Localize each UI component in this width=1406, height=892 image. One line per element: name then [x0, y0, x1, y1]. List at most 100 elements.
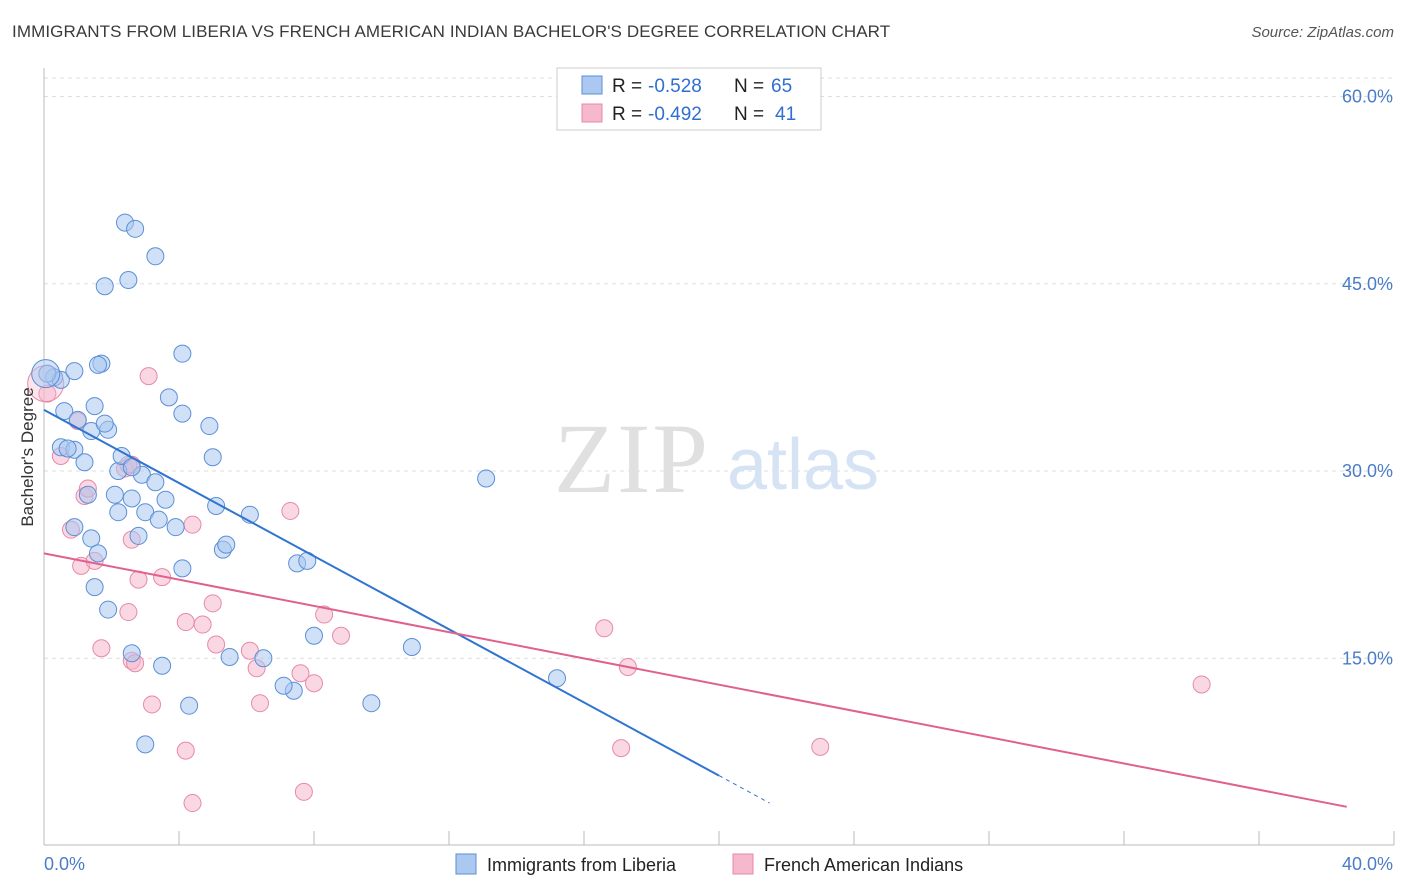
data-point: [1192, 675, 1211, 694]
source-label: Source: ZipAtlas.com: [1251, 24, 1394, 41]
data-point-large: [31, 359, 61, 389]
bottom-legend-label-blue: Immigrants from Liberia: [487, 855, 677, 875]
data-point: [176, 741, 195, 760]
data-point: [203, 594, 222, 613]
series-legend: Immigrants from Liberia French American …: [455, 853, 963, 875]
data-point: [55, 402, 74, 421]
data-point: [203, 448, 222, 467]
data-point: [65, 362, 84, 381]
data-point: [82, 529, 101, 548]
data-point: [146, 473, 165, 492]
bottom-legend-label-pink: French American Indians: [764, 855, 963, 875]
data-point: [595, 619, 614, 638]
data-point: [477, 469, 496, 488]
data-point: [119, 603, 138, 622]
legend-n-label-2: N =: [734, 104, 764, 125]
legend-n-value-2: 41: [775, 104, 796, 125]
chart-title: IMMIGRANTS FROM LIBERIA VS FRENCH AMERIC…: [12, 22, 891, 41]
data-point: [122, 644, 141, 663]
axes: [43, 68, 1395, 846]
data-point: [305, 674, 323, 693]
data-point: [105, 485, 124, 504]
legend-r-value-1: -0.528: [648, 76, 702, 97]
bottom-legend-swatch-blue: [455, 853, 477, 875]
data-point: [156, 490, 175, 509]
data-point: [139, 367, 158, 386]
data-point: [65, 518, 84, 537]
data-point: [183, 794, 202, 813]
data-point: [305, 626, 323, 645]
series-immigrants-from-liberia: [31, 213, 566, 754]
data-point: [180, 696, 199, 715]
data-point: [75, 453, 94, 472]
data-point: [332, 626, 350, 645]
data-point: [143, 695, 161, 714]
legend-r-value-2: -0.492: [648, 104, 702, 125]
data-point: [281, 501, 300, 520]
data-point: [109, 503, 128, 522]
y-tick-label: 45.0%: [1342, 274, 1393, 294]
legend-n-label-1: N =: [734, 76, 764, 97]
data-point: [362, 694, 381, 713]
trend-line-liberia: [43, 408, 720, 777]
data-point: [85, 397, 104, 416]
data-point: [136, 503, 155, 522]
data-point: [122, 458, 141, 477]
trend-lines: [43, 408, 1347, 808]
tick-labels: 15.0% 30.0% 45.0% 60.0% 0.0% 40.0%: [44, 87, 1393, 875]
data-point: [92, 639, 111, 658]
watermark-zip: ZIP: [554, 403, 710, 514]
data-point: [119, 271, 138, 290]
data-point: [402, 638, 421, 657]
x-tick-label: 0.0%: [44, 854, 85, 874]
data-point: [291, 664, 310, 683]
grid-lines: [44, 77, 1394, 659]
legend-r-label-2: R =: [612, 104, 642, 125]
legend-n-value-1: 65: [771, 76, 792, 97]
y-tick-label: 15.0%: [1342, 648, 1393, 668]
watermark: ZIP atlas: [554, 403, 879, 514]
data-point: [207, 635, 226, 654]
data-point: [294, 782, 313, 801]
data-point: [153, 656, 172, 675]
legend-swatch-pink: [581, 103, 603, 123]
data-point: [122, 489, 141, 508]
legend-r-label-1: R =: [612, 76, 642, 97]
data-point: [612, 739, 631, 758]
y-axis-label: Bachelor's Degree: [18, 387, 37, 526]
bottom-legend-swatch-pink: [732, 853, 754, 875]
correlation-legend: R = -0.528 N = 65 R = -0.492 N = 41: [556, 67, 822, 131]
data-point: [176, 613, 195, 632]
data-point: [315, 605, 334, 624]
trend-line-french-american-indians: [43, 552, 1347, 808]
data-point: [254, 649, 273, 668]
data-point: [217, 535, 236, 554]
data-point: [85, 578, 104, 597]
data-point: [99, 600, 118, 619]
data-point: [129, 526, 148, 545]
data-point: [95, 414, 114, 433]
data-point: [274, 676, 293, 695]
watermark-atlas: atlas: [727, 425, 879, 505]
y-tick-label: 30.0%: [1342, 461, 1393, 481]
trend-line-liberia-extension: [718, 775, 770, 804]
y-tick-label: 60.0%: [1342, 87, 1393, 107]
data-point: [136, 735, 155, 754]
data-point: [183, 515, 202, 534]
data-point: [58, 439, 77, 458]
data-point: [220, 648, 239, 667]
data-point: [166, 518, 185, 537]
data-point: [89, 355, 107, 374]
data-point: [240, 641, 259, 660]
data-point: [173, 404, 192, 423]
data-point: [126, 219, 145, 238]
data-point: [146, 247, 165, 266]
data-point: [251, 694, 269, 713]
data-point: [173, 344, 192, 363]
data-point: [200, 417, 219, 436]
data-point: [89, 544, 107, 563]
data-point: [149, 510, 168, 529]
legend-swatch-blue: [581, 75, 603, 95]
data-point: [159, 388, 178, 407]
